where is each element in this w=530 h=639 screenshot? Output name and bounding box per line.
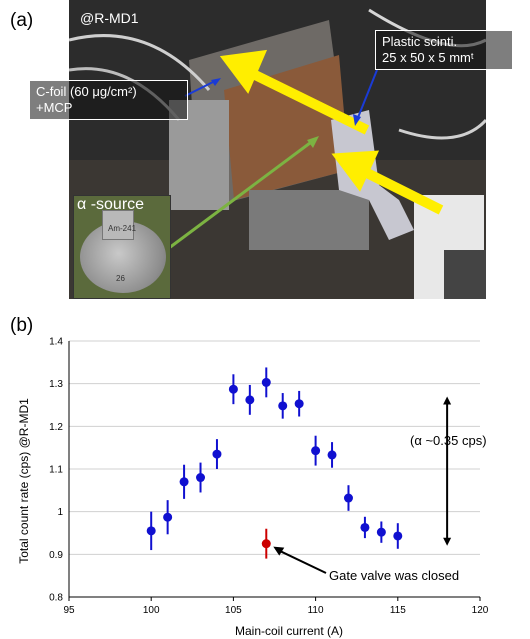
data-point [245, 395, 255, 405]
cfoil-mcp-label: C-foil (60 μg/cm²) +MCP [29, 80, 188, 120]
y-axis-title: Total count rate (cps) @R-MD1 [17, 398, 31, 564]
y-tick-label: 0.8 [49, 593, 63, 604]
alpha-source-inset: α -source Am-241 26 [73, 195, 171, 299]
x-tick-label: 110 [308, 605, 324, 616]
y-tick-label: 0.9 [49, 550, 63, 561]
range-arrow-head-up [443, 396, 452, 405]
x-tick-label: 95 [63, 605, 75, 616]
grid-layer [69, 340, 480, 598]
y-tick-label: 1.1 [49, 465, 63, 476]
y-tick-label: 1.3 [49, 379, 63, 390]
data-point [343, 493, 353, 503]
data-point [311, 446, 321, 456]
gate-arrow-head [273, 546, 285, 556]
inset-title: α -source [77, 196, 145, 213]
x-tick-label: 100 [143, 605, 160, 616]
chart-panel: (b) 0.8 0.9 1 1.1 1.2 1.3 1.4 95 100 105 110 115 120… [0, 305, 530, 639]
axis-layer: 0.8 0.9 1 1.1 1.2 1.3 1.4 95 100 105 110 115 120 [49, 337, 489, 617]
data-point [360, 522, 370, 532]
x-axis-title: Main-coil current (A) [235, 624, 343, 638]
x-tick-label: 105 [225, 605, 242, 616]
gate-arrow-shaft [278, 549, 327, 574]
cfoil-label-line2: +MCP [36, 100, 73, 115]
data-point [179, 477, 189, 487]
source-window [102, 210, 134, 240]
scint-label-line1: Plastic scinti. [382, 34, 458, 49]
data-point [261, 377, 271, 387]
data-point [196, 473, 206, 483]
scint-label-line2: 25 x 50 x 5 mmᵗ [382, 50, 474, 65]
inset-mark-am241: Am-241 [108, 224, 137, 233]
data-point [163, 512, 173, 522]
y-tick-label: 1.4 [49, 337, 63, 348]
data-point [212, 449, 222, 459]
count-rate-chart: 0.8 0.9 1 1.1 1.2 1.3 1.4 95 100 105 110 115 120 Mai… [17, 337, 489, 639]
yellow-arrows [219, 49, 444, 215]
panel-b-letter: (b) [10, 315, 34, 336]
data-point [294, 399, 304, 409]
y-tick-label: 1 [57, 507, 63, 518]
x-tick-label: 120 [472, 605, 489, 616]
panel-a-letter: (a) [10, 10, 34, 31]
data-point [376, 527, 386, 537]
y-tick-label: 1.2 [49, 422, 63, 433]
gate-valve-annotation: Gate valve was closed [329, 568, 459, 583]
alpha-annotation: (α ~0.35 cps) [410, 433, 487, 448]
data-point [327, 450, 337, 460]
range-arrow-head-down [443, 537, 452, 546]
data-layer [146, 367, 403, 559]
data-point [278, 401, 288, 411]
annotation-layer [273, 396, 452, 574]
gate-closed-point [261, 539, 271, 549]
cfoil-label-line1: C-foil (60 μg/cm²) [36, 84, 137, 99]
data-point [393, 531, 403, 541]
inset-mark-26: 26 [116, 274, 125, 283]
data-point [146, 526, 156, 536]
location-tag: @R-MD1 [80, 10, 139, 26]
scintillator-label: Plastic scinti. 25 x 50 x 5 mmᵗ [375, 30, 513, 70]
x-tick-label: 115 [390, 605, 406, 616]
data-point [228, 384, 238, 394]
